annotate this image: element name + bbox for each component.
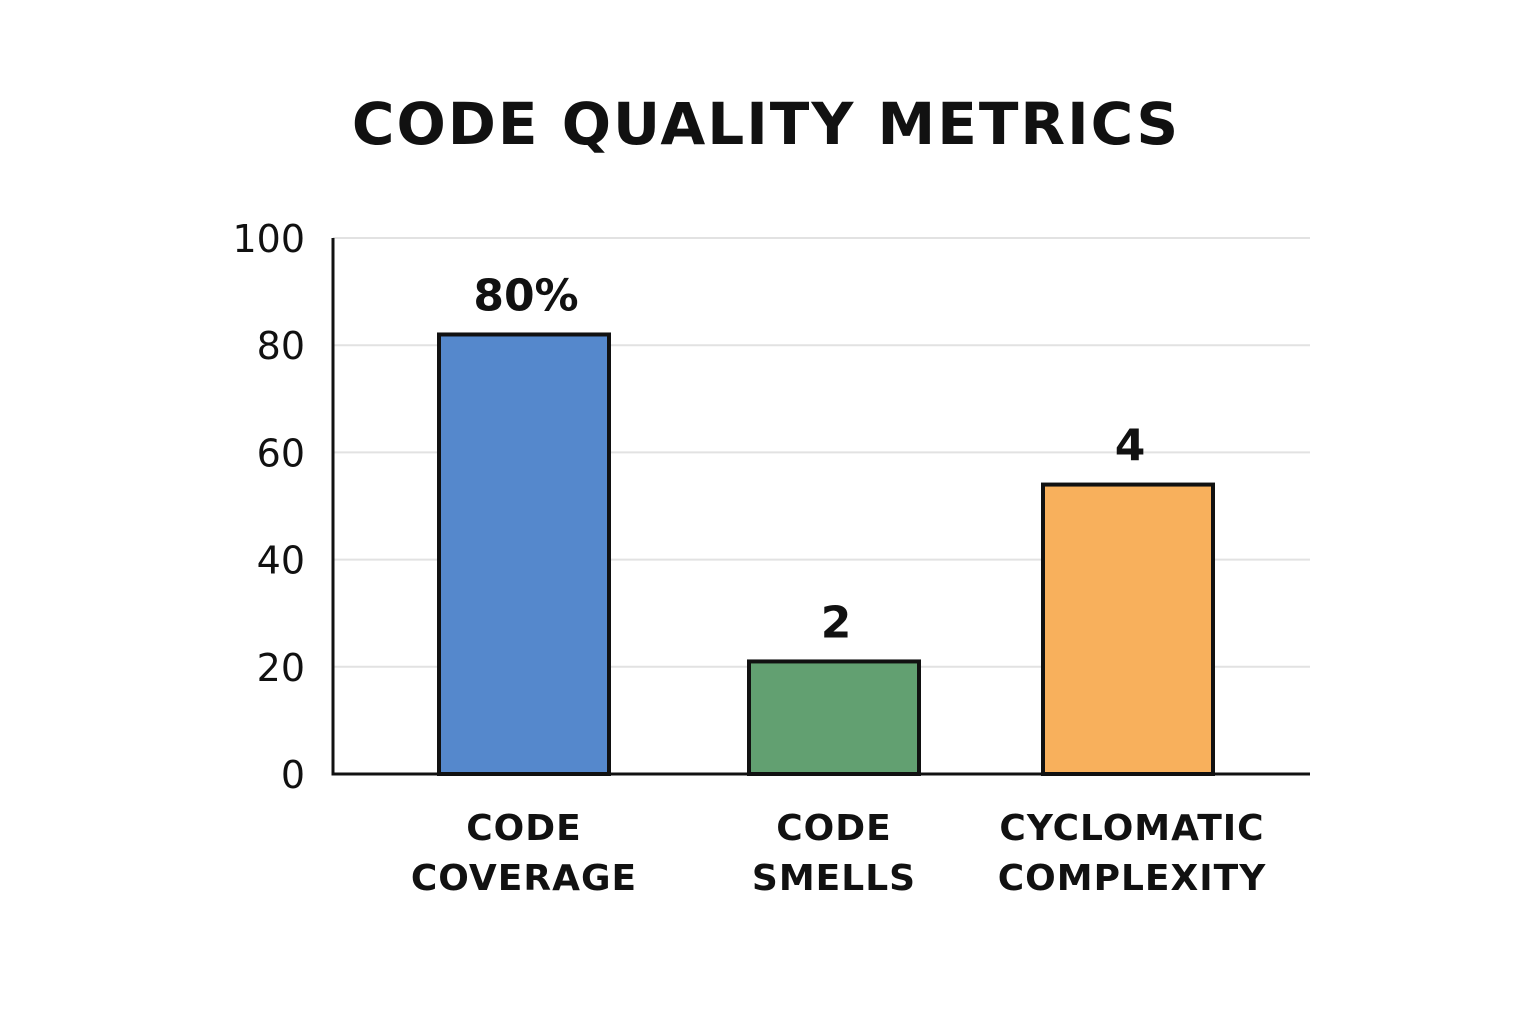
axes xyxy=(331,238,1310,776)
y-tick-label: 80 xyxy=(257,324,305,368)
category-label: COVERAGE xyxy=(411,858,637,899)
data-label: 80% xyxy=(473,270,578,321)
category-label: CYCLOMATIC xyxy=(999,808,1264,849)
data-labels: 80% 2 4 xyxy=(473,270,1145,648)
bar xyxy=(437,332,611,776)
category-label: CODE xyxy=(776,808,892,849)
y-tick-label: 20 xyxy=(257,646,305,690)
bar xyxy=(747,659,921,776)
category-label: COMPLEXITY xyxy=(998,858,1267,899)
y-tick-label: 0 xyxy=(281,753,305,797)
data-label: 2 xyxy=(821,597,852,648)
bars xyxy=(437,332,1215,776)
y-axis-tick-labels: 0 20 40 60 80 100 xyxy=(232,217,305,797)
y-tick-label: 40 xyxy=(257,539,305,583)
category-labels: CODE COVERAGE CODE SMELLS CYCLOMATIC COMPLEXI… xyxy=(411,808,1267,899)
data-label: 4 xyxy=(1115,421,1146,472)
chart-title: CODE QUALITY METRICS xyxy=(352,90,1180,158)
bar xyxy=(1041,482,1215,776)
y-tick-label: 60 xyxy=(257,431,305,475)
category-label: CODE xyxy=(466,808,582,849)
y-tick-label: 100 xyxy=(232,217,305,261)
category-label: SMELLS xyxy=(752,858,916,899)
